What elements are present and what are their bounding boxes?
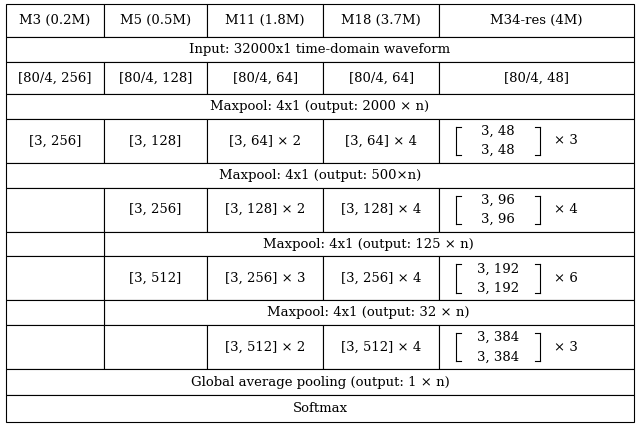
- Bar: [439, 256, 634, 300]
- Text: × 6: × 6: [554, 272, 578, 285]
- Bar: [323, 188, 439, 232]
- Bar: [439, 62, 634, 94]
- Text: [3, 256] × 4: [3, 256] × 4: [341, 272, 421, 285]
- Text: [3, 64] × 4: [3, 64] × 4: [345, 134, 417, 147]
- Bar: [323, 62, 439, 94]
- Text: [3, 256]: [3, 256]: [29, 134, 81, 147]
- Bar: [207, 119, 323, 163]
- Text: [80/4, 256]: [80/4, 256]: [19, 71, 92, 84]
- Text: [3, 256] × 3: [3, 256] × 3: [225, 272, 305, 285]
- Bar: [6, 4, 104, 37]
- Text: [3, 512] × 2: [3, 512] × 2: [225, 341, 305, 354]
- Text: [80/4, 64]: [80/4, 64]: [349, 71, 413, 84]
- Text: [3, 512]: [3, 512]: [129, 272, 182, 285]
- Bar: [6, 369, 634, 395]
- Bar: [439, 4, 634, 37]
- Bar: [6, 232, 104, 256]
- Bar: [104, 119, 207, 163]
- Text: × 4: × 4: [554, 203, 578, 216]
- Bar: [323, 256, 439, 300]
- Text: 3, 192: 3, 192: [477, 262, 519, 275]
- Bar: [439, 119, 634, 163]
- Bar: [207, 62, 323, 94]
- Bar: [439, 325, 634, 369]
- Bar: [207, 188, 323, 232]
- Text: Global average pooling (output: 1 × n): Global average pooling (output: 1 × n): [191, 376, 449, 389]
- Text: Maxpool: 4x1 (output: 125 × n): Maxpool: 4x1 (output: 125 × n): [263, 238, 474, 250]
- Bar: [207, 256, 323, 300]
- Text: 3, 48: 3, 48: [481, 144, 515, 157]
- Bar: [6, 256, 104, 300]
- Text: M5 (0.5M): M5 (0.5M): [120, 14, 191, 27]
- Text: 3, 48: 3, 48: [481, 125, 515, 138]
- Text: [3, 128] × 2: [3, 128] × 2: [225, 203, 305, 216]
- Text: × 3: × 3: [554, 134, 578, 147]
- Bar: [6, 62, 104, 94]
- Bar: [104, 300, 634, 325]
- Text: M34-res (4M): M34-res (4M): [490, 14, 582, 27]
- Text: [3, 128] × 4: [3, 128] × 4: [341, 203, 421, 216]
- Text: [3, 64] × 2: [3, 64] × 2: [229, 134, 301, 147]
- Text: × 3: × 3: [554, 341, 578, 354]
- Text: 3, 96: 3, 96: [481, 213, 515, 226]
- Text: 3, 384: 3, 384: [477, 331, 519, 344]
- Bar: [6, 94, 634, 119]
- Bar: [323, 4, 439, 37]
- Bar: [104, 4, 207, 37]
- Text: 3, 384: 3, 384: [477, 351, 519, 363]
- Text: Input: 32000x1 time-domain waveform: Input: 32000x1 time-domain waveform: [189, 43, 451, 56]
- Bar: [323, 119, 439, 163]
- Text: [3, 128]: [3, 128]: [129, 134, 182, 147]
- Text: Maxpool: 4x1 (output: 2000 × n): Maxpool: 4x1 (output: 2000 × n): [211, 100, 429, 113]
- Text: [80/4, 64]: [80/4, 64]: [232, 71, 298, 84]
- Text: [3, 256]: [3, 256]: [129, 203, 182, 216]
- Bar: [6, 163, 634, 188]
- Text: Softmax: Softmax: [292, 402, 348, 415]
- Bar: [6, 395, 634, 422]
- Text: 3, 96: 3, 96: [481, 193, 515, 207]
- Bar: [104, 256, 207, 300]
- Text: [80/4, 128]: [80/4, 128]: [118, 71, 192, 84]
- Bar: [323, 325, 439, 369]
- Bar: [6, 37, 634, 62]
- Text: 3, 192: 3, 192: [477, 282, 519, 295]
- Bar: [207, 4, 323, 37]
- Bar: [104, 325, 207, 369]
- Bar: [6, 119, 104, 163]
- Bar: [6, 325, 104, 369]
- Bar: [104, 62, 207, 94]
- Text: M11 (1.8M): M11 (1.8M): [225, 14, 305, 27]
- Text: Maxpool: 4x1 (output: 32 × n): Maxpool: 4x1 (output: 32 × n): [268, 306, 470, 320]
- Bar: [6, 300, 104, 325]
- Bar: [104, 232, 634, 256]
- Text: Maxpool: 4x1 (output: 500×n): Maxpool: 4x1 (output: 500×n): [219, 169, 421, 182]
- Text: M18 (3.7M): M18 (3.7M): [341, 14, 421, 27]
- Bar: [104, 188, 207, 232]
- Bar: [207, 325, 323, 369]
- Bar: [6, 188, 104, 232]
- Text: [80/4, 48]: [80/4, 48]: [504, 71, 569, 84]
- Text: [3, 512] × 4: [3, 512] × 4: [341, 341, 421, 354]
- Text: M3 (0.2M): M3 (0.2M): [19, 14, 91, 27]
- Bar: [439, 188, 634, 232]
